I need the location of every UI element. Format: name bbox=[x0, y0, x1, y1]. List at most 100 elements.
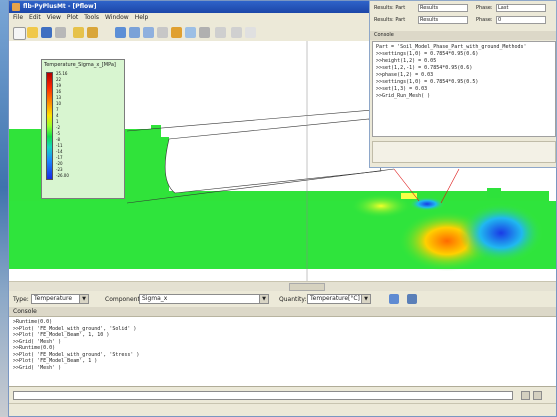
history-line: >>settings(1,0) = 0.7854*0.95(0.6) bbox=[376, 51, 479, 57]
legend-tick: -5 bbox=[56, 131, 60, 136]
legend-tick: -2 bbox=[56, 125, 60, 130]
type-label: Type: bbox=[13, 296, 29, 303]
legend-tick: 10 bbox=[56, 101, 62, 106]
open-folder-icon[interactable] bbox=[27, 27, 38, 38]
history-line: >>Grid_Run_Mesh( ) bbox=[376, 93, 431, 99]
results-part-label: Results: Part bbox=[374, 17, 406, 23]
command-input[interactable] bbox=[13, 391, 513, 400]
type-select-value: Temperature bbox=[34, 295, 73, 302]
history-line: >>set(1,3) = 0.03 bbox=[376, 86, 428, 92]
legend-color-bar bbox=[46, 72, 53, 180]
menu-view[interactable]: View bbox=[46, 14, 61, 21]
window-title: flb-PyPlusMt - [Pflow] bbox=[23, 3, 97, 10]
menu-tools[interactable]: Tools bbox=[84, 14, 100, 21]
save-icon[interactable] bbox=[41, 27, 52, 38]
guide-line bbox=[126, 168, 395, 204]
redo-icon[interactable] bbox=[87, 27, 98, 38]
results-part-value: Results bbox=[420, 17, 439, 23]
quantity-select[interactable]: Temperature[°C] ▼ bbox=[307, 294, 371, 304]
console-header: Console bbox=[9, 307, 556, 317]
properties-window: Results: Part Results Phase: Last Result… bbox=[369, 0, 557, 168]
component-label: Component: bbox=[105, 296, 142, 303]
export-icon[interactable] bbox=[231, 27, 242, 38]
history-title: Console bbox=[374, 32, 394, 38]
legend-tick: -8 bbox=[56, 137, 60, 142]
scrollbar-thumb[interactable] bbox=[289, 283, 325, 291]
status-bar bbox=[9, 403, 556, 416]
color-legend: Temperature_Sigma_x_[MPa] 25.16 22 19 16… bbox=[41, 59, 125, 199]
chevron-down-icon[interactable]: ▼ bbox=[79, 295, 88, 303]
grid-icon[interactable] bbox=[157, 27, 168, 38]
type-select[interactable]: Temperature ▼ bbox=[31, 294, 89, 304]
menu-plot[interactable]: Plot bbox=[66, 14, 79, 21]
legend-tick: -20 bbox=[56, 161, 63, 166]
apply-icon[interactable] bbox=[389, 294, 399, 304]
legend-tick: 22 bbox=[56, 77, 62, 82]
desktop-background bbox=[0, 0, 10, 417]
vector-icon[interactable] bbox=[185, 27, 196, 38]
menu-edit[interactable]: Edit bbox=[29, 14, 41, 21]
quantity-select-value: Temperature[°C] bbox=[310, 295, 360, 302]
guide-line bbox=[126, 108, 385, 132]
menu-file[interactable]: File bbox=[13, 14, 24, 21]
horizontal-scrollbar[interactable] bbox=[9, 281, 556, 292]
history-line: >>phase(1,2) = 0.03 bbox=[376, 72, 434, 78]
rotate-icon[interactable] bbox=[143, 27, 154, 38]
stress-cold-zone-small bbox=[409, 197, 445, 211]
new-file-icon[interactable] bbox=[13, 27, 26, 40]
phase-value: 0 bbox=[498, 17, 502, 23]
history-line: Part = 'Soil_Model_Phase_Part_with_groun… bbox=[376, 44, 527, 50]
menu-help[interactable]: Help bbox=[134, 14, 149, 21]
selector-row: Type: Temperature ▼ Component: Sigma_x ▼… bbox=[9, 291, 556, 308]
undo-icon[interactable] bbox=[73, 27, 84, 38]
legend-tick: -14 bbox=[56, 149, 63, 154]
help-icon[interactable] bbox=[245, 27, 256, 38]
history-header: Console bbox=[370, 31, 556, 40]
console-title: Console bbox=[13, 308, 37, 315]
guide-line-red bbox=[440, 168, 460, 204]
component-select-value: Sigma_x bbox=[142, 295, 168, 302]
clear-command-button[interactable] bbox=[533, 391, 542, 400]
history-line: >>height(1,2) = 0.05 bbox=[376, 58, 437, 64]
phase-field[interactable]: Last bbox=[496, 4, 546, 12]
quantity-label: Quantity: bbox=[279, 296, 307, 303]
phase-label: Phase: bbox=[476, 17, 493, 23]
ruler-icon[interactable] bbox=[215, 27, 226, 38]
results-part-label: Results: Part bbox=[374, 5, 406, 11]
results-part-field[interactable]: Results bbox=[418, 4, 468, 12]
phase-field[interactable]: 0 bbox=[496, 16, 546, 24]
component-select[interactable]: Sigma_x ▼ bbox=[139, 294, 269, 304]
history-line: >>settings(1,0) = 0.7854*0.95(0.5) bbox=[376, 79, 479, 85]
tunnel-wedge bbox=[164, 118, 382, 194]
model-bump-right bbox=[487, 188, 501, 198]
legend-tick: 25.16 bbox=[56, 71, 68, 76]
mesh-icon[interactable] bbox=[199, 27, 210, 38]
model-notch bbox=[401, 193, 417, 199]
refresh-icon[interactable] bbox=[407, 294, 417, 304]
run-command-button[interactable] bbox=[521, 391, 530, 400]
props-row-2: Results: Part Results Phase: 0 bbox=[370, 15, 556, 25]
history-line: >>set(1,2,-1) = 0.7854*0.95(0.6) bbox=[376, 65, 473, 71]
chevron-down-icon[interactable]: ▼ bbox=[361, 295, 370, 303]
legend-tick: -11 bbox=[56, 143, 63, 148]
phase-value: Last bbox=[498, 5, 509, 11]
console-line: >Runtime(0.0) bbox=[13, 319, 53, 325]
console-line: >>Grid( 'Mesh' ) bbox=[13, 364, 62, 371]
stress-contour-plot bbox=[9, 41, 556, 281]
print-icon[interactable] bbox=[55, 27, 66, 38]
console-line: >>Grid( 'Mesh' ) bbox=[13, 338, 62, 345]
stress-yellow-zone bbox=[351, 194, 411, 218]
contour-icon[interactable] bbox=[171, 27, 182, 38]
zoom-icon[interactable] bbox=[115, 27, 126, 38]
results-part-field[interactable]: Results bbox=[418, 16, 468, 24]
legend-tick: -23 bbox=[56, 167, 63, 172]
legend-tick: 4 bbox=[56, 113, 59, 118]
console-line: >>Plot( 'FE_Model_Beam', 1 ) bbox=[13, 358, 98, 364]
pan-icon[interactable] bbox=[129, 27, 140, 38]
chevron-down-icon[interactable]: ▼ bbox=[259, 295, 268, 303]
history-output[interactable]: Part = 'Soil_Model_Phase_Part_with_groun… bbox=[372, 41, 556, 137]
legend-tick: -26.00 bbox=[56, 173, 69, 178]
console-output[interactable]: >Runtime(0.0) >>Plot( 'FE_Model_with_gro… bbox=[9, 317, 556, 387]
menu-window[interactable]: Window bbox=[105, 14, 129, 21]
history-input-area[interactable] bbox=[372, 141, 556, 163]
